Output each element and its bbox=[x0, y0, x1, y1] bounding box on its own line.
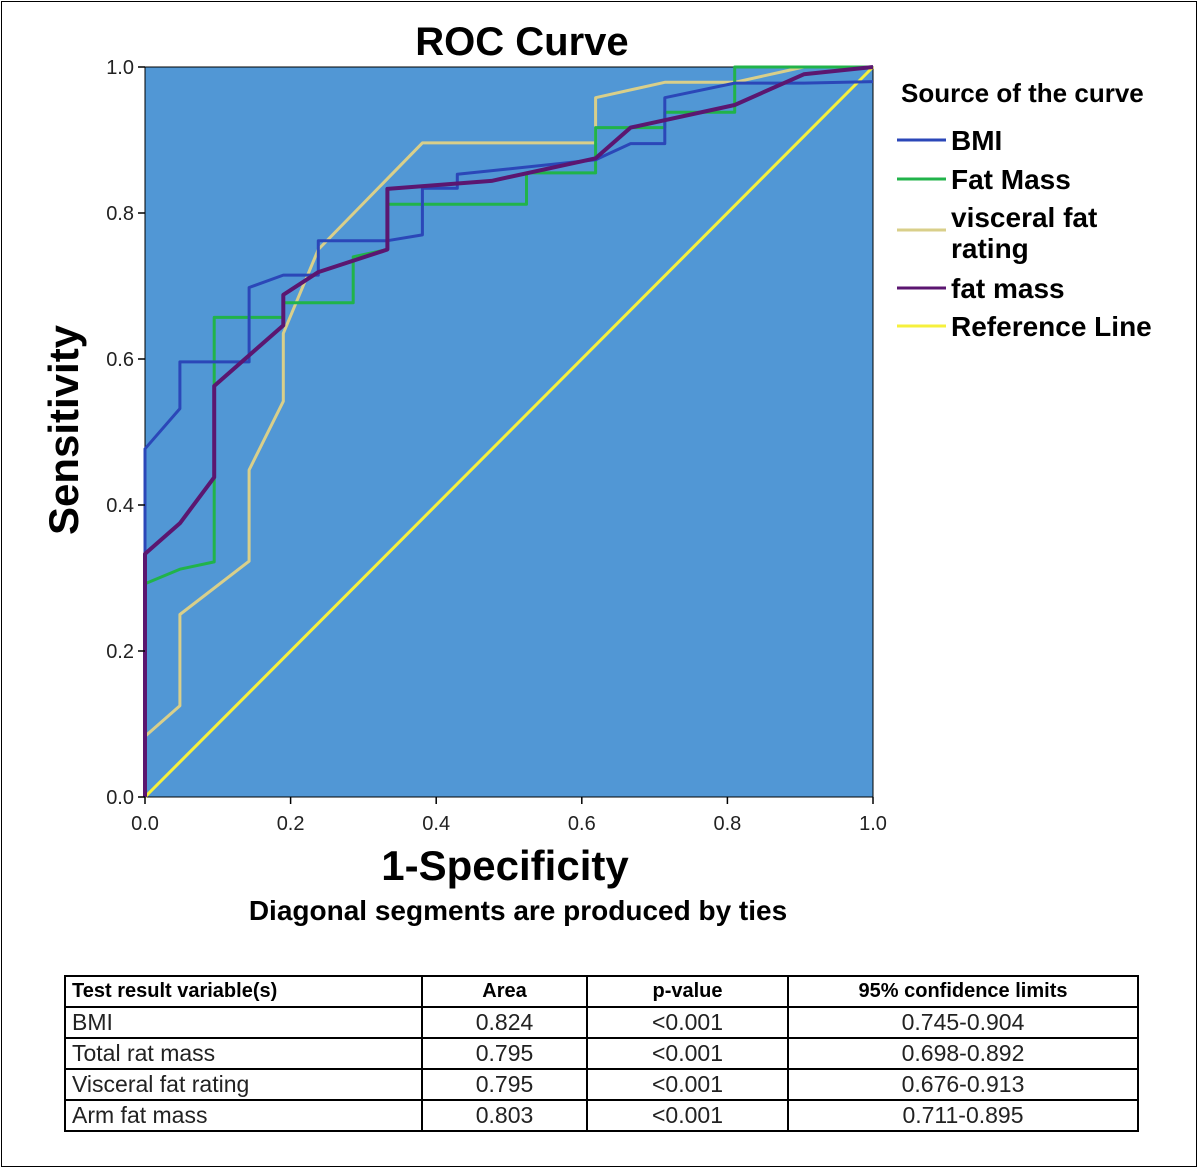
x-tick-label: 1.0 bbox=[859, 813, 887, 835]
y-tick-label: 0.2 bbox=[106, 641, 134, 663]
legend-label-fat-mass: Fat Mass bbox=[951, 164, 1071, 195]
cell-confidence: 0.711-0.895 bbox=[787, 1099, 1139, 1132]
cell-confidence: 0.745-0.904 bbox=[787, 1006, 1139, 1039]
cell-area: 0.824 bbox=[421, 1006, 588, 1039]
legend: Source of the curve BMI Fat Mass viscera… bbox=[897, 78, 1152, 342]
y-tick-label: 1.0 bbox=[106, 57, 134, 79]
cell-variable: Visceral fat rating bbox=[64, 1068, 423, 1101]
series-line-fat-mass-2 bbox=[143, 65, 874, 797]
header-p-value: p-value bbox=[586, 975, 789, 1008]
y-tick-label: 0.6 bbox=[106, 349, 134, 371]
legend-label-reference-line: Reference Line bbox=[951, 311, 1152, 342]
cell-area: 0.803 bbox=[421, 1099, 588, 1132]
legend-label-fat-mass-2: fat mass bbox=[951, 273, 1065, 304]
cell-area: 0.795 bbox=[421, 1068, 588, 1101]
y-axis-title: Sensitivity bbox=[40, 324, 87, 535]
series-line-reference-line bbox=[143, 65, 875, 799]
legend-title: Source of the curve bbox=[901, 78, 1144, 108]
x-tick-label: 0.0 bbox=[131, 813, 159, 835]
cell-p-value: <0.001 bbox=[586, 1099, 789, 1132]
x-axis-title: 1-Specificity bbox=[381, 842, 629, 889]
legend-label-visceral-fat-rating: visceral fat rating bbox=[951, 202, 1097, 264]
cell-p-value: <0.001 bbox=[586, 1037, 789, 1070]
chart-title: ROC Curve bbox=[415, 20, 628, 64]
y-tick-label: 0.0 bbox=[106, 787, 134, 809]
cell-p-value: <0.001 bbox=[586, 1006, 789, 1039]
y-tick-label: 0.4 bbox=[106, 495, 134, 517]
legend-label-bmi: BMI bbox=[951, 125, 1002, 156]
cell-variable: Total rat mass bbox=[64, 1037, 423, 1070]
cell-p-value: <0.001 bbox=[586, 1068, 789, 1101]
x-tick-label: 0.4 bbox=[422, 813, 450, 835]
y-tick-label: 0.8 bbox=[106, 203, 134, 225]
cell-variable: Arm fat mass bbox=[64, 1099, 423, 1132]
cell-confidence: 0.698-0.892 bbox=[787, 1037, 1139, 1070]
x-tick-label: 0.8 bbox=[713, 813, 741, 835]
table-row: Visceral fat rating 0.795 <0.001 0.676-0… bbox=[64, 1068, 1139, 1101]
axis-layer: 0.0 0.2 0.4 0.6 0.8 1.0 0.0 0.2 0.4 0.6 0.8 1.0 bbox=[106, 57, 887, 835]
table-row: BMI 0.824 <0.001 0.745-0.904 bbox=[64, 1006, 1139, 1039]
header-area: Area bbox=[421, 975, 588, 1008]
x-tick-label: 0.6 bbox=[568, 813, 596, 835]
x-tick-label: 0.2 bbox=[277, 813, 305, 835]
chart-footnote: Diagonal segments are produced by ties bbox=[249, 895, 787, 926]
header-test-variable: Test result variable(s) bbox=[64, 975, 423, 1008]
table-header-row: Test result variable(s) Area p-value 95%… bbox=[64, 975, 1139, 1008]
results-table: Test result variable(s) Area p-value 95%… bbox=[64, 975, 1139, 1132]
cell-area: 0.795 bbox=[421, 1037, 588, 1070]
series-layer bbox=[143, 65, 875, 799]
cell-variable: BMI bbox=[64, 1006, 423, 1039]
series-line-bmi bbox=[143, 80, 874, 797]
roc-chart: ROC Curve 0.0 0.2 0.4 0.6 0.8 1.0 0.0 0.2 0.4 0.6… bbox=[40, 20, 1152, 926]
table-row: Arm fat mass 0.803 <0.001 0.711-0.895 bbox=[64, 1099, 1139, 1132]
table-row: Total rat mass 0.795 <0.001 0.698-0.892 bbox=[64, 1037, 1139, 1070]
cell-confidence: 0.676-0.913 bbox=[787, 1068, 1139, 1101]
header-confidence-limits: 95% confidence limits bbox=[787, 975, 1139, 1008]
